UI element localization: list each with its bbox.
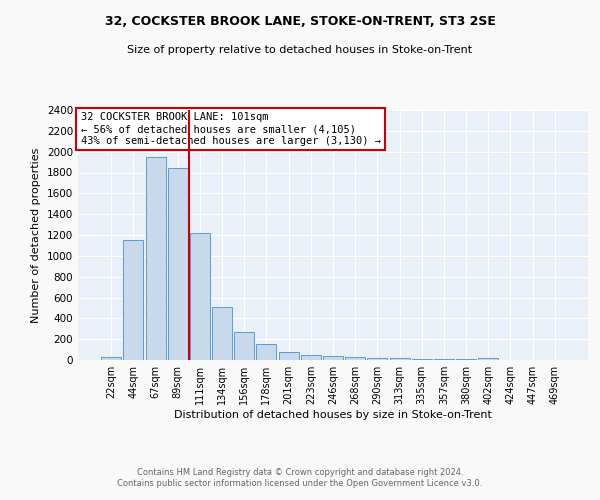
Y-axis label: Number of detached properties: Number of detached properties (31, 148, 41, 322)
Bar (212, 307, 232, 360)
Text: Contains HM Land Registry data © Crown copyright and database right 2024.
Contai: Contains HM Land Registry data © Crown c… (118, 468, 482, 487)
Text: 32 COCKSTER BROOK LANE: 101sqm
← 56% of detached houses are smaller (4,105)
43% : 32 COCKSTER BROOK LANE: 101sqm ← 56% of … (80, 112, 380, 146)
Bar (146, 157, 166, 360)
Text: 32, COCKSTER BROOK LANE, STOKE-ON-TRENT, ST3 2SE: 32, COCKSTER BROOK LANE, STOKE-ON-TRENT,… (104, 15, 496, 28)
Bar (256, 344, 277, 360)
Bar (301, 356, 321, 360)
Bar (367, 358, 388, 360)
Bar (190, 233, 210, 360)
Bar (323, 356, 343, 360)
Bar (389, 358, 410, 360)
Bar (124, 240, 143, 360)
X-axis label: Distribution of detached houses by size in Stoke-on-Trent: Distribution of detached houses by size … (174, 410, 492, 420)
Bar (168, 168, 188, 360)
Bar (101, 357, 121, 360)
Bar (412, 359, 432, 360)
Bar (278, 352, 299, 360)
Bar (234, 332, 254, 360)
Bar (434, 359, 454, 360)
Text: Size of property relative to detached houses in Stoke-on-Trent: Size of property relative to detached ho… (127, 45, 473, 55)
Bar (478, 358, 498, 360)
Bar (345, 358, 365, 360)
